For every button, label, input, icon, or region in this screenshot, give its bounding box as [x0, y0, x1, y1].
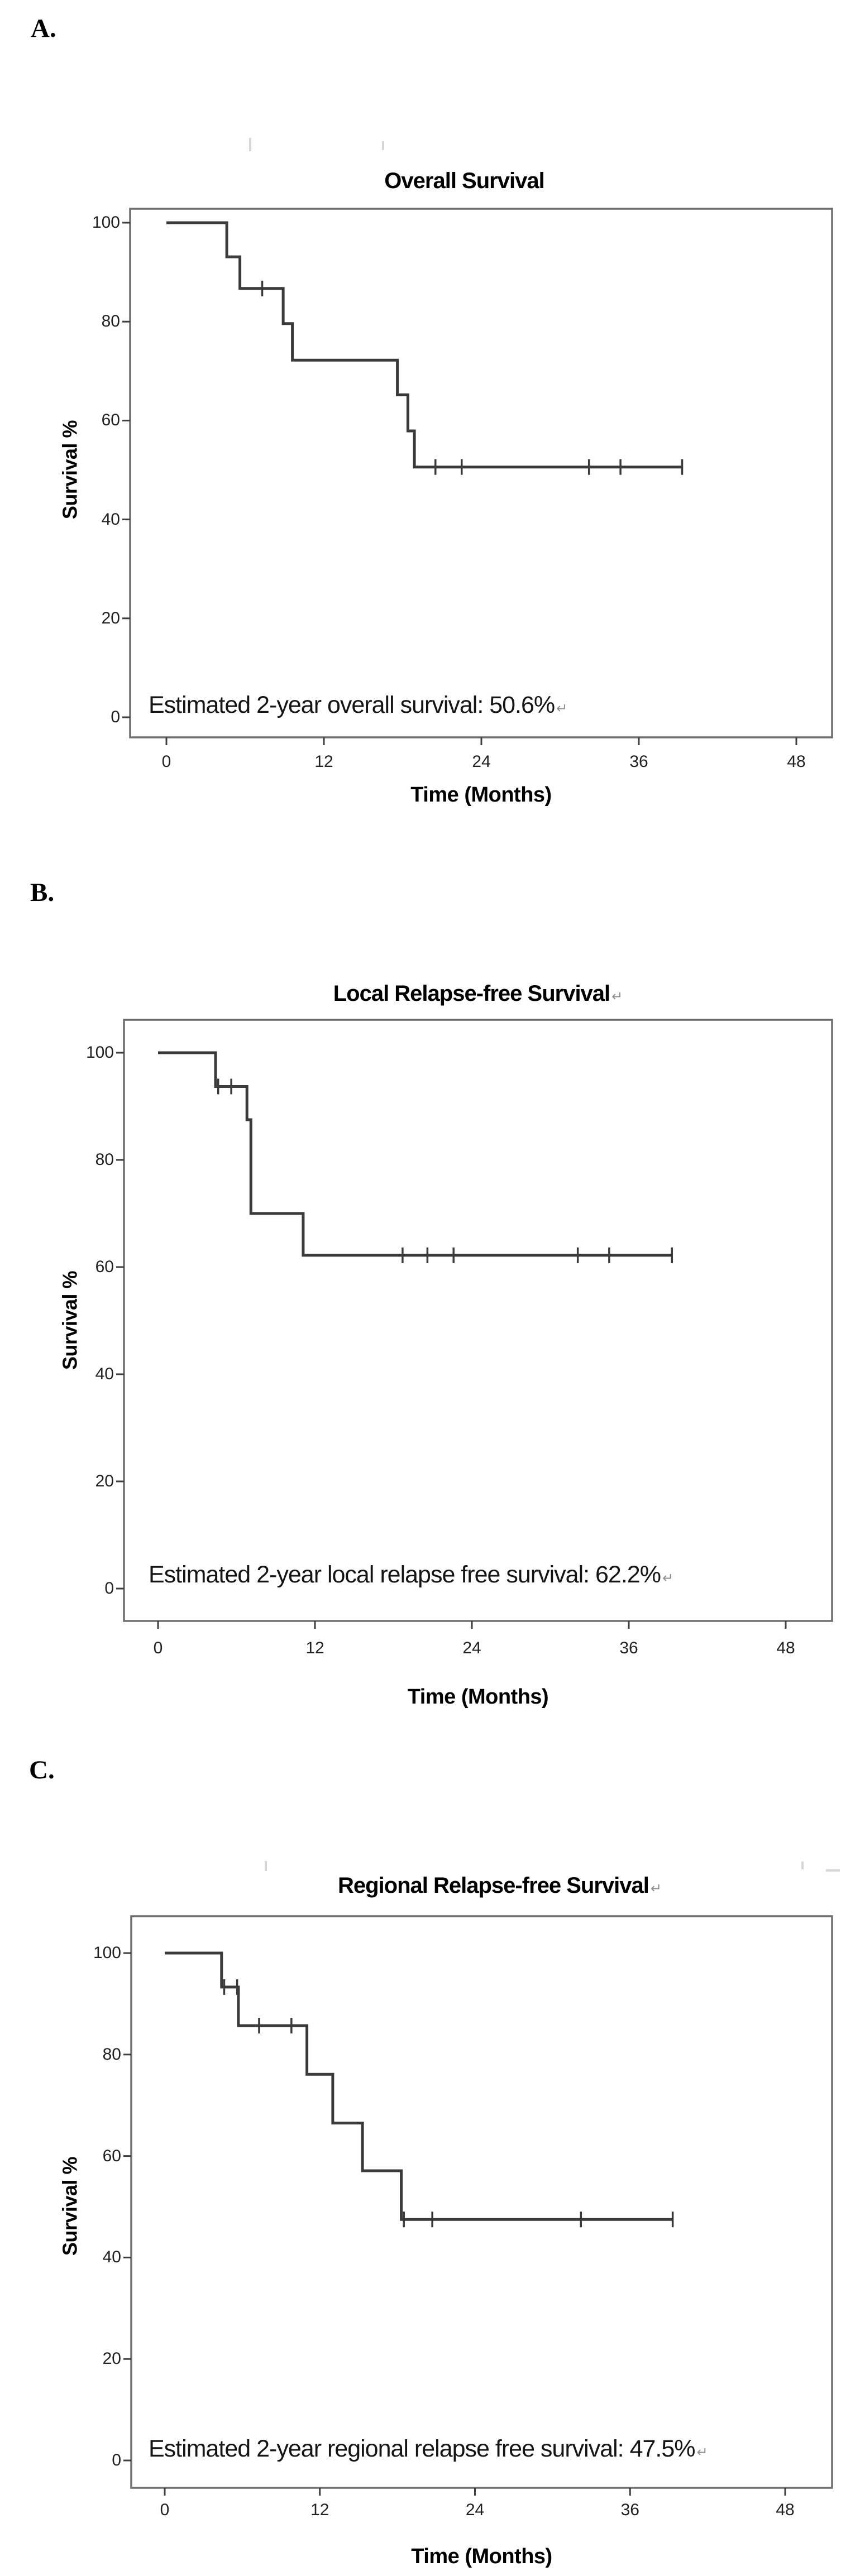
chart-title: Overall Survival: [130, 167, 800, 194]
x-tick-label: 0: [153, 1639, 163, 1657]
y-tick-label: 40: [102, 2248, 121, 2267]
annotation-text: Estimated 2-year local relapse free surv…: [149, 1561, 661, 1588]
x-tick-label: 48: [787, 752, 806, 771]
x-axis-label: Time (Months): [407, 1685, 549, 1709]
x-tick-label: 36: [620, 2501, 639, 2519]
km-curve: [158, 1051, 672, 1257]
x-tick-label: 48: [776, 2501, 795, 2519]
annotation-text: Estimated 2-year regional relapse free s…: [149, 2435, 696, 2462]
x-axis-label: Time (Months): [410, 783, 552, 807]
y-tick-label: 80: [102, 2045, 121, 2064]
annotation: Estimated 2-year overall survival: 50.6%…: [149, 692, 567, 718]
y-tick-label: 20: [101, 608, 120, 627]
x-axis-label: Time (Months): [411, 2545, 552, 2568]
y-axis-label: Survival %: [58, 2157, 82, 2256]
chart-title: Regional Relapse-free Survival ↵: [131, 1872, 841, 1899]
plot-frame: [130, 1915, 833, 2489]
y-tick-label: 20: [102, 2349, 121, 2368]
chart-title-text: Regional Relapse-free Survival: [337, 1873, 649, 1898]
return-mark-icon: ↵: [650, 1881, 662, 1896]
y-tick-label: 40: [101, 510, 120, 529]
y-tick-label: 0: [112, 2451, 121, 2469]
x-tick-label: 48: [776, 1639, 795, 1657]
y-axis-label: Survival %: [58, 420, 82, 520]
x-tick-label: 12: [314, 752, 333, 771]
annotation-text: Estimated 2-year overall survival: 50.6%: [149, 692, 555, 718]
panel-letter: B.: [30, 878, 55, 907]
y-tick-label: 80: [95, 1150, 114, 1169]
x-tick-label: 0: [161, 752, 171, 771]
panel-letter: A.: [31, 14, 56, 43]
y-tick-label: 0: [104, 1579, 114, 1598]
chart-title: Local Relapse-free Survival ↵: [124, 980, 832, 1007]
annotation: Estimated 2-year regional relapse free s…: [149, 2435, 708, 2462]
y-tick-label: 60: [102, 2146, 121, 2165]
panel-letter: C.: [29, 1755, 55, 1785]
plot-frame: [123, 1019, 833, 1622]
x-tick-label: 36: [629, 752, 648, 771]
x-tick-label: 0: [160, 2501, 170, 2519]
y-tick-label: 100: [93, 1944, 121, 1962]
x-tick-label: 12: [305, 1639, 324, 1657]
return-mark-icon: ↵: [611, 989, 623, 1004]
y-tick-label: 60: [101, 411, 120, 430]
y-tick-label: 40: [95, 1365, 114, 1383]
x-tick-label: 24: [472, 752, 491, 771]
y-tick-label: 60: [95, 1258, 114, 1276]
return-mark-icon: ↵: [696, 2445, 708, 2460]
x-tick-label: 36: [619, 1639, 638, 1657]
y-tick-label: 20: [95, 1472, 114, 1490]
y-tick-label: 0: [111, 708, 120, 726]
y-tick-label: 100: [92, 213, 120, 232]
x-tick-label: 24: [462, 1639, 481, 1657]
km-curve: [166, 221, 682, 469]
chart-title-text: Overall Survival: [384, 169, 544, 193]
y-axis-label: Survival %: [58, 1271, 82, 1370]
annotation: Estimated 2-year local relapse free surv…: [149, 1561, 674, 1588]
y-tick-label: 100: [85, 1043, 114, 1062]
return-mark-icon: ↵: [556, 701, 568, 716]
x-tick-label: 24: [465, 2501, 485, 2519]
y-tick-label: 80: [101, 312, 120, 331]
chart-title-text: Local Relapse-free Survival: [333, 981, 610, 1006]
x-tick-label: 12: [310, 2501, 329, 2519]
return-mark-icon: ↵: [662, 1571, 674, 1586]
